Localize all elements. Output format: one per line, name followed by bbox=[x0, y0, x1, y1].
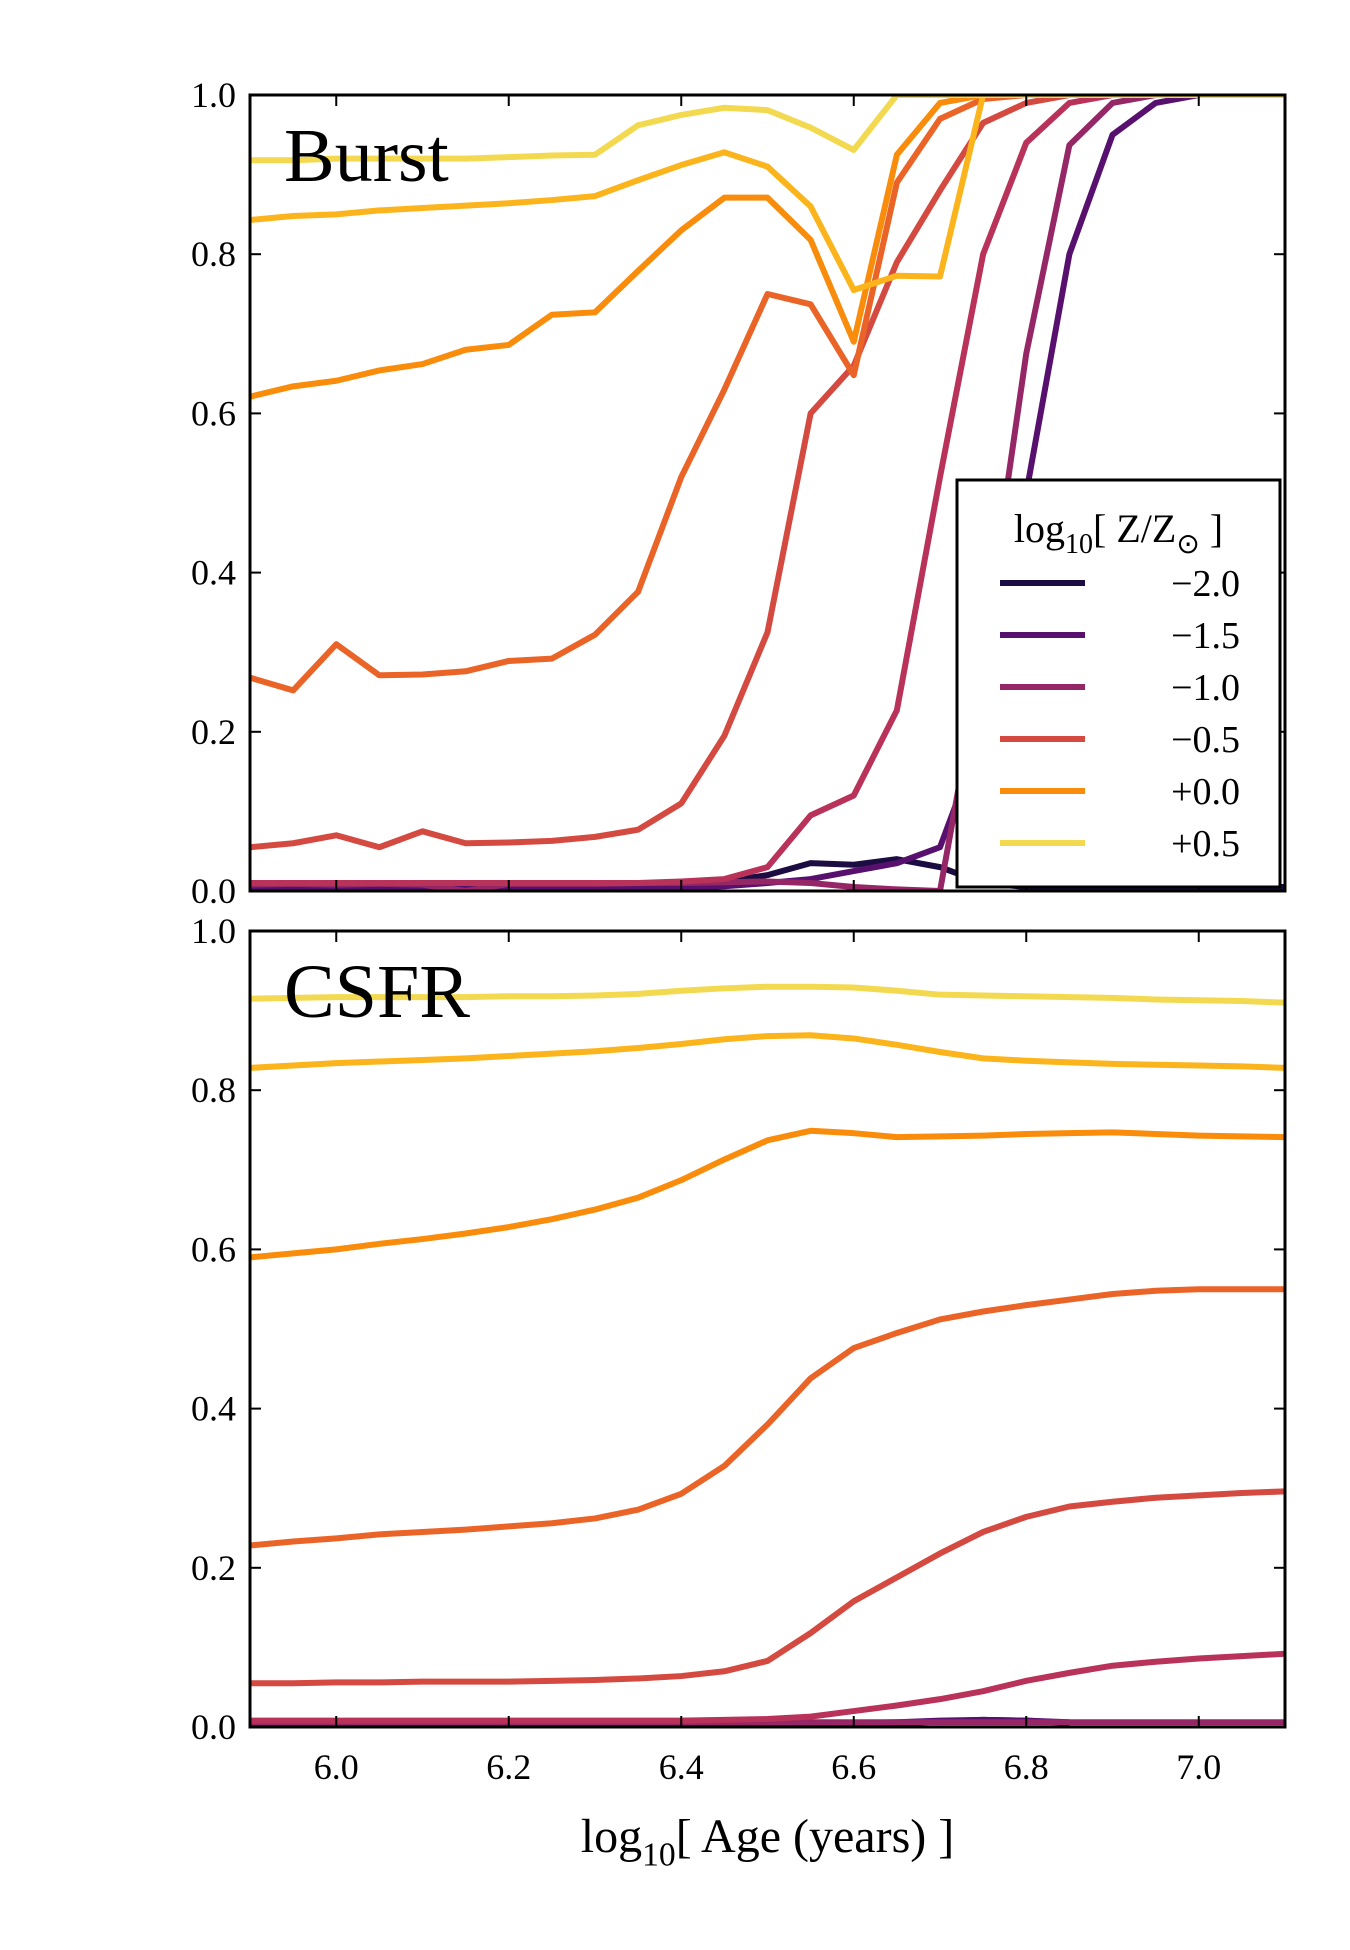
text-part: log bbox=[581, 1810, 642, 1863]
text-part: log bbox=[1014, 506, 1065, 551]
series-line bbox=[250, 95, 1285, 694]
y-tick-label: 1.0 bbox=[191, 75, 236, 115]
subscript: ⊙ bbox=[1176, 529, 1199, 560]
text-part: [ Z/Z bbox=[1093, 506, 1176, 551]
y-tick-label: 0.4 bbox=[191, 1389, 236, 1429]
y-tick-label: 0.6 bbox=[191, 1229, 236, 1269]
series-line bbox=[250, 1286, 1285, 1549]
text-part: [ Age (years) ] bbox=[676, 1810, 955, 1863]
x-tick-label: 6.4 bbox=[659, 1747, 704, 1787]
series-line bbox=[250, 95, 1285, 400]
series-line bbox=[250, 983, 1285, 1006]
lines bbox=[250, 95, 1285, 891]
x-tick-label: 6.6 bbox=[831, 1747, 876, 1787]
series-line bbox=[250, 1127, 1285, 1261]
x-tick-label: 6.8 bbox=[1004, 1747, 1049, 1787]
x-tick-label: 7.0 bbox=[1176, 1747, 1221, 1787]
panel-title: Burst bbox=[284, 114, 449, 198]
legend-title: log10[ Z/Z⊙ ] bbox=[1014, 506, 1223, 560]
series-line bbox=[250, 95, 1285, 887]
series-line bbox=[250, 1650, 1285, 1724]
legend-label: −2.0 bbox=[1171, 563, 1240, 605]
y-tick-label: 0.0 bbox=[191, 871, 236, 911]
y-tick-label: 0.0 bbox=[191, 1707, 236, 1747]
y-tick-label: 0.8 bbox=[191, 234, 236, 274]
lines bbox=[250, 983, 1285, 1727]
series-line bbox=[250, 1488, 1285, 1687]
subscript: 10 bbox=[642, 1836, 676, 1873]
y-tick-label: 0.6 bbox=[191, 393, 236, 433]
legend: log10[ Z/Z⊙ ]−2.0−1.5−1.0−0.5+0.0+0.5 bbox=[955, 478, 1282, 889]
x-axis-label: log10[ Age (years) ] bbox=[581, 1810, 954, 1873]
series-line bbox=[250, 95, 1285, 294]
legend-label: −1.5 bbox=[1171, 615, 1240, 657]
series-line bbox=[250, 1032, 1285, 1071]
text-part: ] bbox=[1200, 506, 1223, 551]
subscript: 10 bbox=[1065, 529, 1093, 560]
legend-label: +0.5 bbox=[1171, 823, 1240, 865]
y-tick-label: 0.2 bbox=[191, 1548, 236, 1588]
legend-label: +0.0 bbox=[1171, 771, 1240, 813]
axes-frame bbox=[248, 93, 1287, 893]
series-line bbox=[250, 95, 1285, 164]
y-tick-label: 0.8 bbox=[191, 1070, 236, 1110]
legend-box bbox=[955, 478, 1282, 889]
x-tick-label: 6.2 bbox=[486, 1747, 531, 1787]
axes-frame bbox=[248, 929, 1287, 1729]
y-tick-label: 0.2 bbox=[191, 712, 236, 752]
y-tick-label: 1.0 bbox=[191, 911, 236, 951]
series-line bbox=[250, 95, 1285, 851]
x-tick-label: 6.0 bbox=[314, 1747, 359, 1787]
legend-label: −1.0 bbox=[1171, 667, 1240, 709]
legend-label: −0.5 bbox=[1171, 719, 1240, 761]
y-tick-label: 0.4 bbox=[191, 553, 236, 593]
panel-title: CSFR bbox=[284, 950, 470, 1034]
